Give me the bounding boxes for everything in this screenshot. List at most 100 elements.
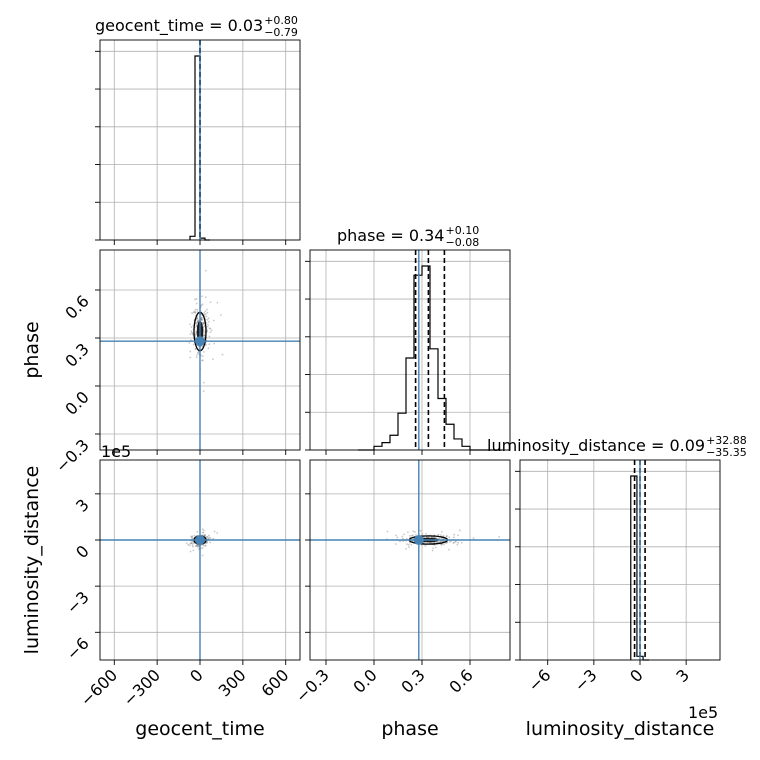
sample-point — [442, 534, 445, 537]
sample-point — [472, 537, 475, 540]
sample-point — [399, 540, 401, 543]
sample-point — [200, 319, 203, 322]
sample-point — [192, 311, 195, 314]
sample-point — [395, 534, 398, 537]
y-tick-label: 3 — [72, 495, 93, 516]
sample-point — [191, 535, 194, 538]
sample-point — [394, 543, 397, 545]
sample-point — [201, 359, 204, 362]
sample-point — [446, 535, 448, 537]
sample-point — [408, 546, 410, 548]
sample-point — [403, 533, 405, 536]
sample-point — [457, 534, 459, 537]
sample-point — [434, 546, 437, 549]
sample-point — [412, 530, 415, 533]
x-tick-label: 0.0 — [349, 665, 380, 696]
x-tick-label: −0.3 — [292, 665, 333, 706]
sample-point — [457, 541, 460, 544]
sample-point — [189, 350, 192, 353]
sample-point — [190, 330, 193, 333]
offset-text-x: 1e5 — [688, 703, 718, 722]
sample-point — [203, 350, 205, 353]
sample-point — [196, 545, 199, 548]
title-upper-error: +32.88 — [706, 434, 747, 447]
sample-point — [432, 547, 435, 550]
sample-point — [197, 319, 200, 322]
sample-point — [196, 317, 199, 320]
sample-point — [446, 541, 448, 544]
truth-marker — [413, 535, 424, 545]
sample-point — [216, 532, 219, 534]
sample-point — [196, 351, 199, 354]
sample-point — [455, 540, 457, 543]
sample-point — [401, 535, 404, 538]
sample-point — [201, 547, 204, 550]
sample-point — [203, 534, 206, 536]
sample-point — [209, 541, 212, 544]
sample-point — [405, 537, 408, 540]
sample-point — [213, 530, 216, 533]
truth-marker — [195, 535, 205, 545]
sample-point — [453, 533, 456, 536]
sample-point — [196, 320, 199, 323]
sample-point — [208, 534, 210, 537]
sample-point — [190, 326, 193, 328]
sample-point — [454, 540, 457, 543]
sample-point — [195, 356, 198, 358]
sample-point — [204, 310, 207, 313]
sample-point — [407, 543, 410, 546]
offset-text-y: 1e5 — [101, 442, 131, 461]
sample-point — [203, 313, 206, 316]
sample-point — [212, 319, 215, 322]
sample-point — [207, 347, 210, 350]
sample-point — [438, 537, 440, 540]
sample-point — [208, 536, 211, 539]
sample-point — [189, 333, 192, 336]
sample-point — [221, 353, 224, 356]
sample-point — [441, 543, 444, 546]
sample-point — [440, 543, 443, 546]
sample-point — [200, 304, 203, 307]
sample-point — [208, 320, 210, 323]
sample-point — [205, 542, 208, 544]
sample-point — [438, 537, 441, 540]
x-tick-label: 0.6 — [445, 665, 476, 696]
title-text: luminosity_distance = 0.09 — [487, 436, 705, 456]
sample-point — [410, 543, 413, 546]
sample-point — [424, 545, 427, 547]
x-tick-label: −6 — [524, 665, 554, 695]
sample-point — [191, 544, 194, 547]
x-tick-label: 0 — [626, 665, 647, 686]
sample-point — [202, 544, 205, 547]
sample-point — [195, 298, 198, 300]
x-tick-label: 3 — [672, 665, 693, 686]
sample-point — [202, 322, 205, 324]
title-lower-error: −35.35 — [706, 446, 747, 459]
sample-point — [440, 537, 443, 540]
y-axis-label-luminosity_distance: luminosity_distance — [21, 466, 43, 655]
panel-frame — [99, 249, 301, 451]
sample-point — [207, 317, 210, 320]
sample-point — [219, 314, 222, 316]
sample-point — [197, 352, 200, 355]
sample-point — [204, 534, 207, 537]
sample-point — [411, 534, 414, 537]
title-lower-error: −0.08 — [445, 236, 479, 249]
sample-point — [209, 537, 212, 540]
sample-point — [190, 541, 193, 544]
sample-point — [201, 359, 204, 362]
sample-point — [195, 333, 198, 336]
sample-point — [208, 327, 211, 330]
sample-point — [410, 534, 413, 537]
sample-point — [193, 310, 196, 313]
title-text: phase = 0.34 — [337, 226, 444, 245]
sample-point — [196, 308, 199, 311]
sample-point — [414, 534, 417, 536]
sample-point — [202, 531, 204, 534]
x-axis-label-geocent_time: geocent_time — [135, 718, 264, 740]
x-axis-label-phase: phase — [381, 718, 438, 740]
sample-point — [191, 536, 194, 539]
sample-point — [203, 325, 206, 327]
sample-point — [202, 390, 205, 393]
x-tick-label: −300 — [119, 665, 164, 710]
